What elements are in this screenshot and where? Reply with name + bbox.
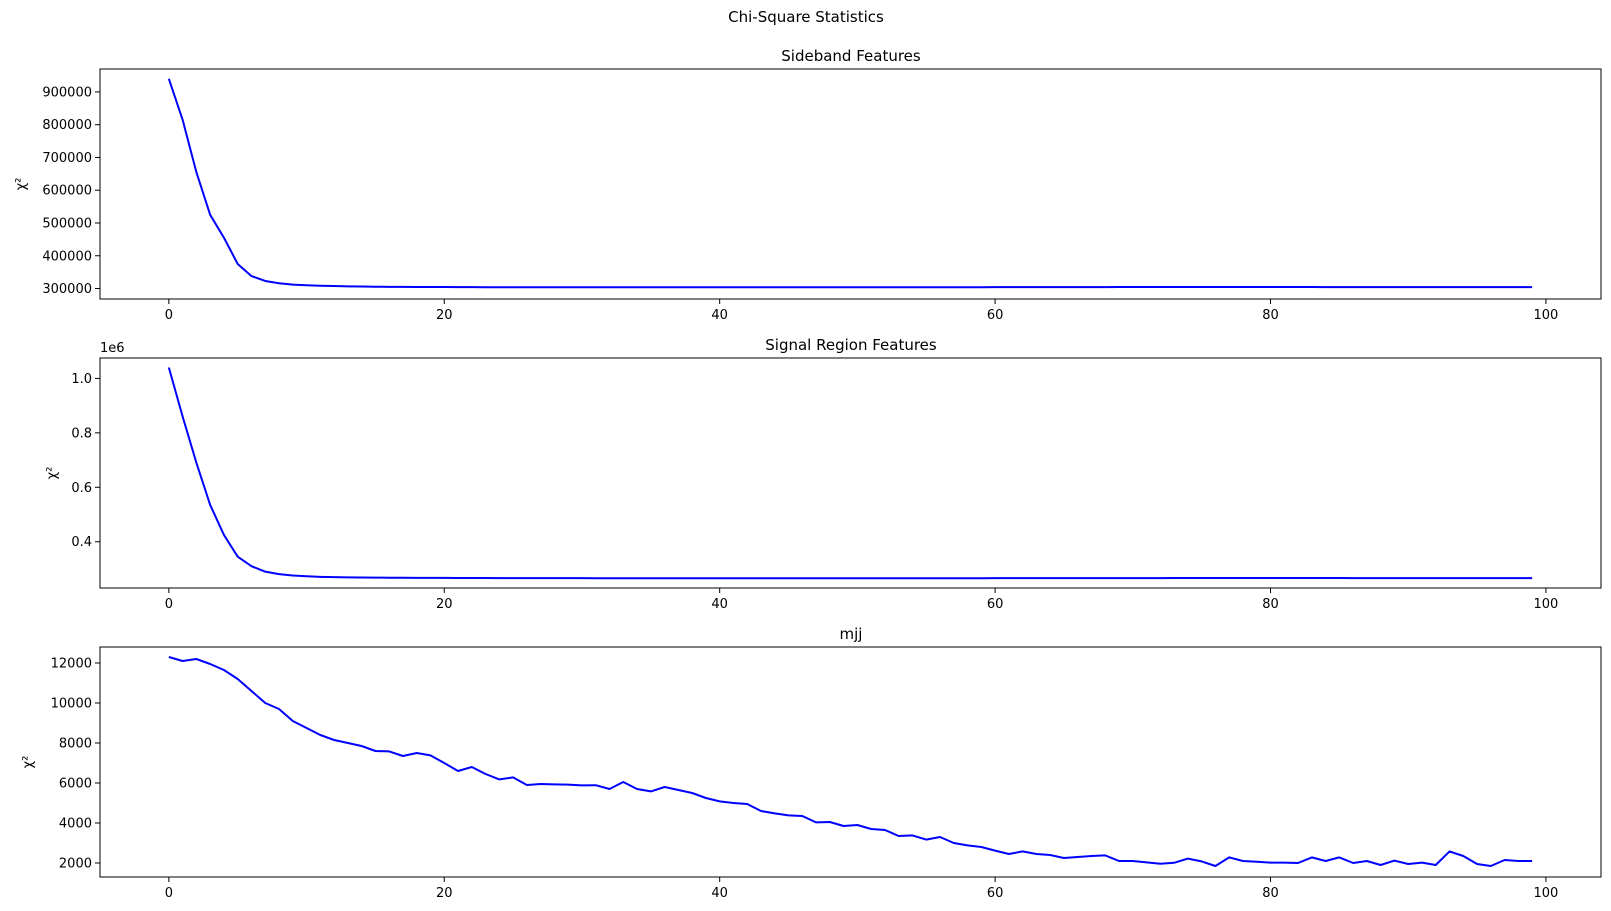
y-tick-label-sideband: 700000	[42, 151, 92, 166]
x-tick-label-signal-region: 60	[987, 597, 1004, 612]
axes-frame-sideband	[99, 68, 1602, 300]
figure-title: Chi-Square Statistics	[728, 8, 884, 26]
x-tick-label-sideband: 60	[987, 308, 1004, 323]
y-tick-label-sideband: 900000	[42, 85, 92, 100]
x-tick-label-signal-region: 20	[436, 597, 453, 612]
series-line-signal-region-0	[167, 367, 1533, 580]
y-tick-label-mjj: 2000	[59, 857, 92, 872]
subplot-sideband: Sideband Features χ² 0 20 40 60 80 100 300000 4…	[14, 47, 1602, 323]
y-tick-label-sideband: 600000	[42, 184, 92, 199]
x-tick-label-sideband: 40	[711, 308, 728, 323]
x-tick-label-mjj: 80	[1262, 886, 1279, 901]
x-tick-label-signal-region: 100	[1534, 597, 1559, 612]
x-tick-label-signal-region: 40	[711, 597, 728, 612]
subplot-title-mjj: mjj	[840, 625, 863, 643]
y-axis-label-mjj: χ²	[21, 756, 36, 769]
series-line-mjj-0	[168, 656, 1533, 867]
axes-frame-signal-region	[99, 357, 1602, 589]
y-tick-label-mjj: 8000	[59, 737, 92, 752]
x-tick-label-mjj: 0	[165, 886, 173, 901]
x-tick-label-signal-region: 0	[165, 597, 173, 612]
series-line-sideband-0	[167, 78, 1533, 289]
y-tick-label-sideband: 500000	[42, 216, 92, 231]
y-tick-label-signal-region: 0.6	[71, 481, 92, 496]
x-tick-label-sideband: 80	[1262, 308, 1279, 323]
subplot-title-signal-region: Signal Region Features	[765, 336, 937, 354]
y-tick-label-signal-region: 1.0	[71, 372, 92, 387]
y-axis-label-sideband: χ²	[14, 178, 29, 191]
y-tick-label-sideband: 300000	[42, 282, 92, 297]
x-tick-label-mjj: 60	[987, 886, 1004, 901]
subplot-mjj: mjj χ² 0 20 40 60 80 100 2000 4000 6000 8000 10000…	[21, 625, 1602, 901]
y-tick-label-sideband: 400000	[42, 249, 92, 264]
x-tick-label-sideband: 100	[1534, 308, 1559, 323]
y-tick-label-mjj: 4000	[59, 817, 92, 832]
y-offset-label-signal-region: 1e6	[100, 341, 125, 356]
y-tick-label-signal-region: 0.4	[71, 535, 92, 550]
y-axis-label-signal-region: χ²	[45, 467, 60, 480]
y-tick-label-signal-region: 0.8	[71, 426, 92, 441]
x-tick-label-mjj: 100	[1534, 886, 1559, 901]
x-tick-label-sideband: 20	[436, 308, 453, 323]
y-tick-label-mjj: 12000	[51, 657, 92, 672]
subplot-signal-region: Signal Region Features 1e6 χ² 0 20 40 60 80 1…	[45, 336, 1602, 612]
x-tick-label-sideband: 0	[165, 308, 173, 323]
subplot-title-sideband: Sideband Features	[781, 47, 921, 65]
y-tick-label-mjj: 10000	[51, 697, 92, 712]
y-tick-label-mjj: 6000	[59, 777, 92, 792]
x-tick-label-mjj: 40	[711, 886, 728, 901]
x-tick-label-mjj: 20	[436, 886, 453, 901]
y-tick-label-sideband: 800000	[42, 118, 92, 133]
axes-frame-mjj	[99, 646, 1602, 878]
x-tick-label-signal-region: 80	[1262, 597, 1279, 612]
